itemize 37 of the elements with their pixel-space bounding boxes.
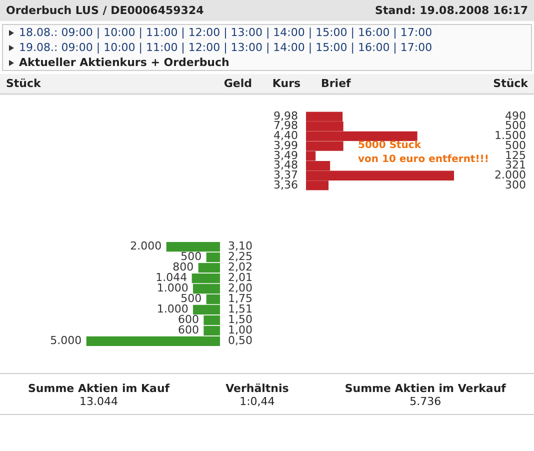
y-tick-label: 2,00 bbox=[228, 282, 252, 295]
text: 1:0,44 bbox=[238, 395, 276, 408]
y-tick-label: 2,01 bbox=[228, 271, 252, 284]
y-tick-label: 1,75 bbox=[228, 292, 252, 306]
data-label: 2.000 bbox=[130, 240, 162, 253]
text: 19.08.: 09:00 | 10:00 | 11:00 | 12:00 | 13:00 | 14:00 | 15:00 | 16:00 | 17:00 bbox=[19, 41, 432, 54]
data-label: 1.000 bbox=[156, 302, 188, 316]
data-label: 500 bbox=[180, 250, 202, 264]
x-axis-title: Brief bbox=[315, 74, 487, 93]
y-tick-label: 2,02 bbox=[228, 260, 252, 274]
chart-subtitle: Stand: 19.08.2008 16:17 bbox=[375, 4, 528, 17]
y-tick-label: 1,00 bbox=[228, 324, 252, 337]
data-label: 1.044 bbox=[156, 271, 188, 284]
text: 5.736 bbox=[408, 395, 442, 408]
chart-title: Orderbuch LUS / DE0006459324 bbox=[6, 4, 204, 17]
data-label: 5.000 bbox=[50, 334, 82, 348]
text: 18.08.: 09:00 | 10:00 | 11:00 | 12:00 | 13:00 | 14:00 | 15:00 | 16:00 | 17:00 bbox=[19, 26, 432, 39]
text: Stück bbox=[487, 74, 534, 93]
text: Aktueller Aktienkurs + Orderbuch bbox=[19, 56, 230, 69]
data-label: 600 bbox=[178, 324, 199, 337]
y-tick-label: 3,10 bbox=[228, 240, 252, 253]
y-axis-title: Kurs bbox=[258, 74, 315, 93]
annotation: 5000 Stück von 10 euro entfernt!!! bbox=[358, 139, 489, 167]
data-label: 1.000 bbox=[156, 282, 188, 295]
text: Verhältnis bbox=[226, 382, 289, 395]
y-tick-label: 2,25 bbox=[228, 250, 252, 264]
text: Geld bbox=[62, 74, 258, 93]
text: 13.044 bbox=[78, 395, 120, 408]
data-label: 800 bbox=[172, 260, 194, 274]
y-tick-label: 0,50 bbox=[228, 334, 252, 348]
data-label: 600 bbox=[178, 313, 199, 326]
y-tick-label: 1,51 bbox=[228, 302, 252, 316]
text: Stück bbox=[0, 74, 62, 93]
y-tick-label: 1,50 bbox=[228, 313, 252, 326]
text: Summe Aktien im Verkauf bbox=[344, 382, 506, 395]
data-label: 500 bbox=[180, 292, 202, 306]
text: Summe Aktien im Kauf bbox=[28, 382, 170, 395]
